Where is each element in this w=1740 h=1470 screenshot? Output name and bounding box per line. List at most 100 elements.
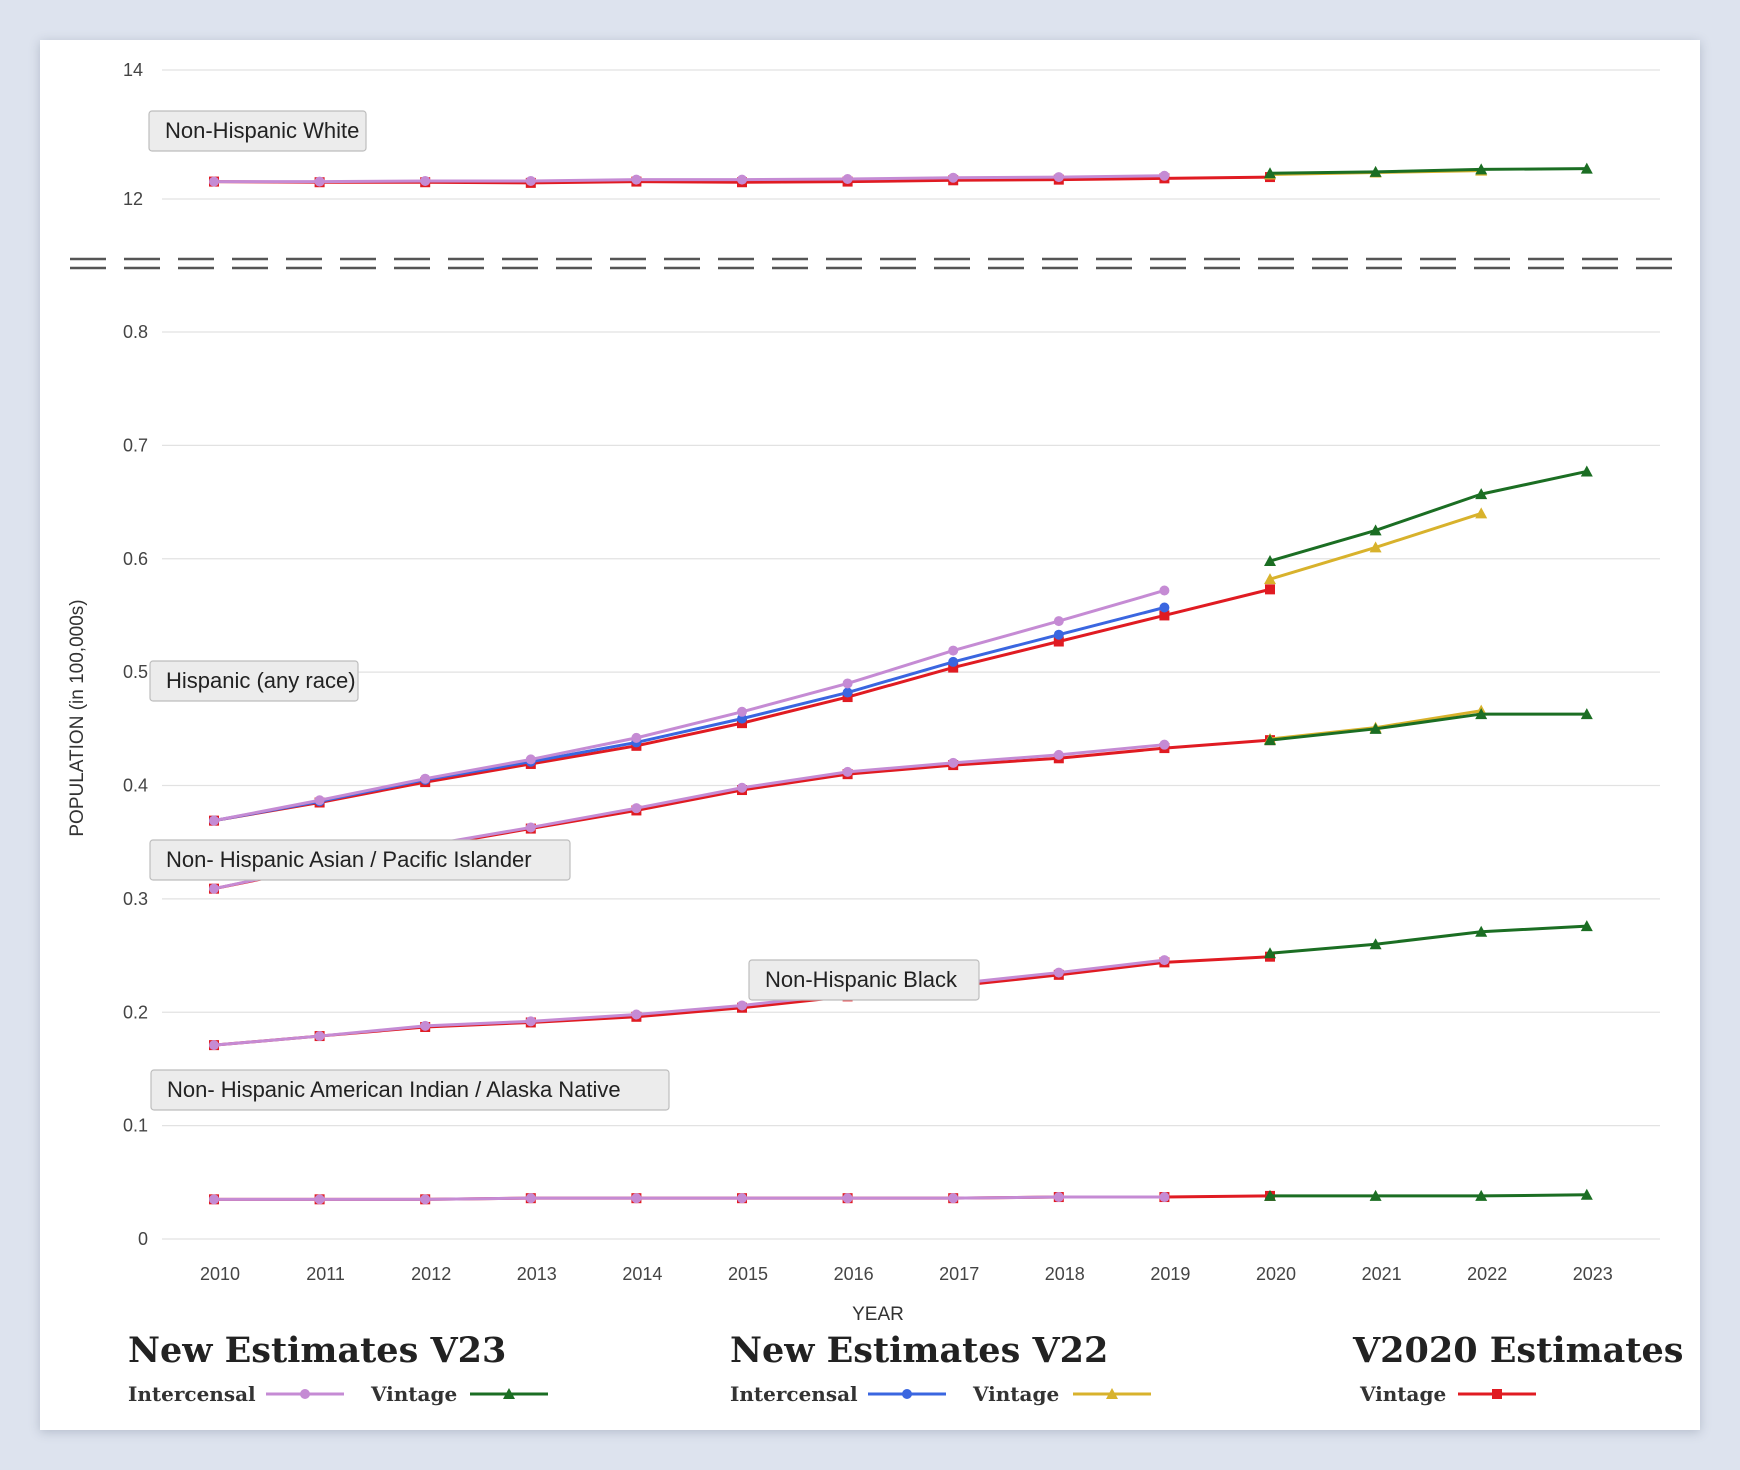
data-point [1369, 1189, 1382, 1201]
series-v23_vintage [1264, 1188, 1593, 1201]
y-tick-label: 14 [123, 60, 143, 80]
data-point [525, 1016, 536, 1027]
x-tick-label: 2019 [1150, 1264, 1190, 1284]
chart-card: 14 12 0.8 0.7 0.6 0.5 0.4 0.3 0.2 0.1 0 2010 2011 201… [40, 40, 1700, 1430]
data-point [209, 815, 219, 826]
group-labels: Non-Hispanic White Hispanic (any race) Non… [148, 110, 980, 1111]
legend-item-label: Intercensal [730, 1382, 858, 1406]
data-point [209, 176, 219, 187]
data-point [1475, 925, 1488, 937]
legend-item-label: Vintage [1359, 1382, 1446, 1406]
legend-swatch [1458, 1389, 1536, 1399]
y-tick-label: 0.7 [123, 435, 148, 455]
y-tick-label: 0.5 [123, 662, 148, 682]
grid-layer [162, 69, 1660, 1240]
data-point [948, 757, 959, 768]
data-point [1264, 734, 1276, 746]
series-v23_vintage [1264, 920, 1593, 959]
series-v23_intercensal [209, 170, 1170, 187]
data-point [1053, 616, 1064, 627]
series-v23_intercensal [209, 955, 1170, 1051]
data-point [737, 1193, 747, 1204]
x-tick-label: 2015 [728, 1264, 768, 1284]
data-point [1159, 602, 1170, 613]
data-point [1580, 162, 1593, 174]
data-point [1053, 967, 1064, 978]
x-tick-label: 2017 [939, 1264, 979, 1284]
legend-group: New Estimates V23 Intercensal Vintage [128, 1330, 548, 1406]
data-point [1159, 1192, 1170, 1203]
legend-item-label: Vintage [370, 1382, 457, 1406]
series-line [1269, 924, 1587, 955]
data-point [300, 1389, 310, 1399]
group-label-box: Non-Hispanic White [148, 110, 367, 152]
data-point [525, 1193, 536, 1204]
data-point [842, 174, 853, 185]
x-axis-title: YEAR [852, 1304, 904, 1325]
data-point [1369, 541, 1382, 553]
group-label-box: Non- Hispanic Asian / Pacific Islander [149, 839, 571, 881]
data-point [1053, 636, 1064, 647]
series-layer [209, 162, 1593, 1205]
series-line [213, 606, 1165, 823]
y-axis-title: POPULATION (in 100,000s) [67, 599, 88, 836]
data-point [314, 176, 325, 187]
data-point [842, 678, 853, 689]
data-point [1492, 1389, 1502, 1399]
legend-group-title: V2020 Estimates [1352, 1330, 1683, 1371]
tick-labels: 14 12 0.8 0.7 0.6 0.5 0.4 0.3 0.2 0.1 0 2010 2011 201… [123, 60, 1613, 1284]
y-tick-label: 0.4 [123, 776, 148, 796]
group-label: Hispanic (any race) [166, 668, 356, 693]
group-label-box: Non-Hispanic Black [748, 959, 980, 1001]
data-point [631, 1009, 642, 1020]
data-point [842, 766, 853, 777]
data-point [1475, 163, 1488, 175]
data-point [1475, 708, 1488, 720]
series-v22_vintage [1264, 507, 1488, 585]
series-line [213, 589, 1165, 823]
group-label: Non-Hispanic Black [765, 967, 958, 992]
series-v23_vintage [1264, 465, 1593, 567]
data-point [1264, 947, 1276, 959]
x-tick-label: 2022 [1467, 1264, 1507, 1284]
y-tick-label: 0.1 [123, 1116, 148, 1136]
legend-group: V2020 Estimates Vintage [1352, 1330, 1683, 1406]
data-point [1369, 165, 1382, 177]
data-point [1159, 739, 1170, 750]
data-point [948, 656, 959, 667]
data-point [1053, 172, 1064, 183]
data-point [1264, 1189, 1276, 1201]
data-point [842, 687, 853, 698]
group-label: Non- Hispanic Asian / Pacific Islander [166, 847, 532, 872]
legend-swatch [266, 1389, 344, 1399]
group-label: Non-Hispanic White [165, 118, 359, 143]
data-point [631, 174, 642, 185]
data-point [1369, 722, 1382, 734]
data-point [525, 175, 536, 186]
y-tick-label: 12 [123, 189, 143, 209]
y-tick-label: 0.6 [123, 549, 148, 569]
y-tick-label: 0.8 [123, 322, 148, 342]
series-line [1269, 167, 1587, 175]
data-point [1265, 584, 1275, 595]
x-tick-label: 2021 [1362, 1264, 1402, 1284]
data-point [420, 773, 431, 784]
data-point [1475, 488, 1488, 500]
series-line [1269, 469, 1588, 563]
data-point [314, 795, 325, 806]
data-point [420, 1020, 431, 1031]
data-point [209, 1040, 219, 1051]
y-tick-label: 0.3 [123, 889, 148, 909]
data-point [314, 1194, 325, 1205]
legend-item-label: Intercensal [128, 1382, 256, 1406]
data-point [1369, 938, 1382, 950]
data-point [902, 1389, 912, 1399]
data-point [1475, 1189, 1488, 1201]
data-point [1053, 1192, 1064, 1203]
group-label-box: Hispanic (any race) [149, 660, 359, 702]
x-tick-label: 2012 [411, 1264, 451, 1284]
data-point [314, 1031, 325, 1042]
group-label: Non- Hispanic American Indian / Alaska N… [167, 1077, 621, 1102]
legend-group-title: New Estimates V23 [128, 1330, 506, 1371]
data-point [420, 1194, 431, 1205]
